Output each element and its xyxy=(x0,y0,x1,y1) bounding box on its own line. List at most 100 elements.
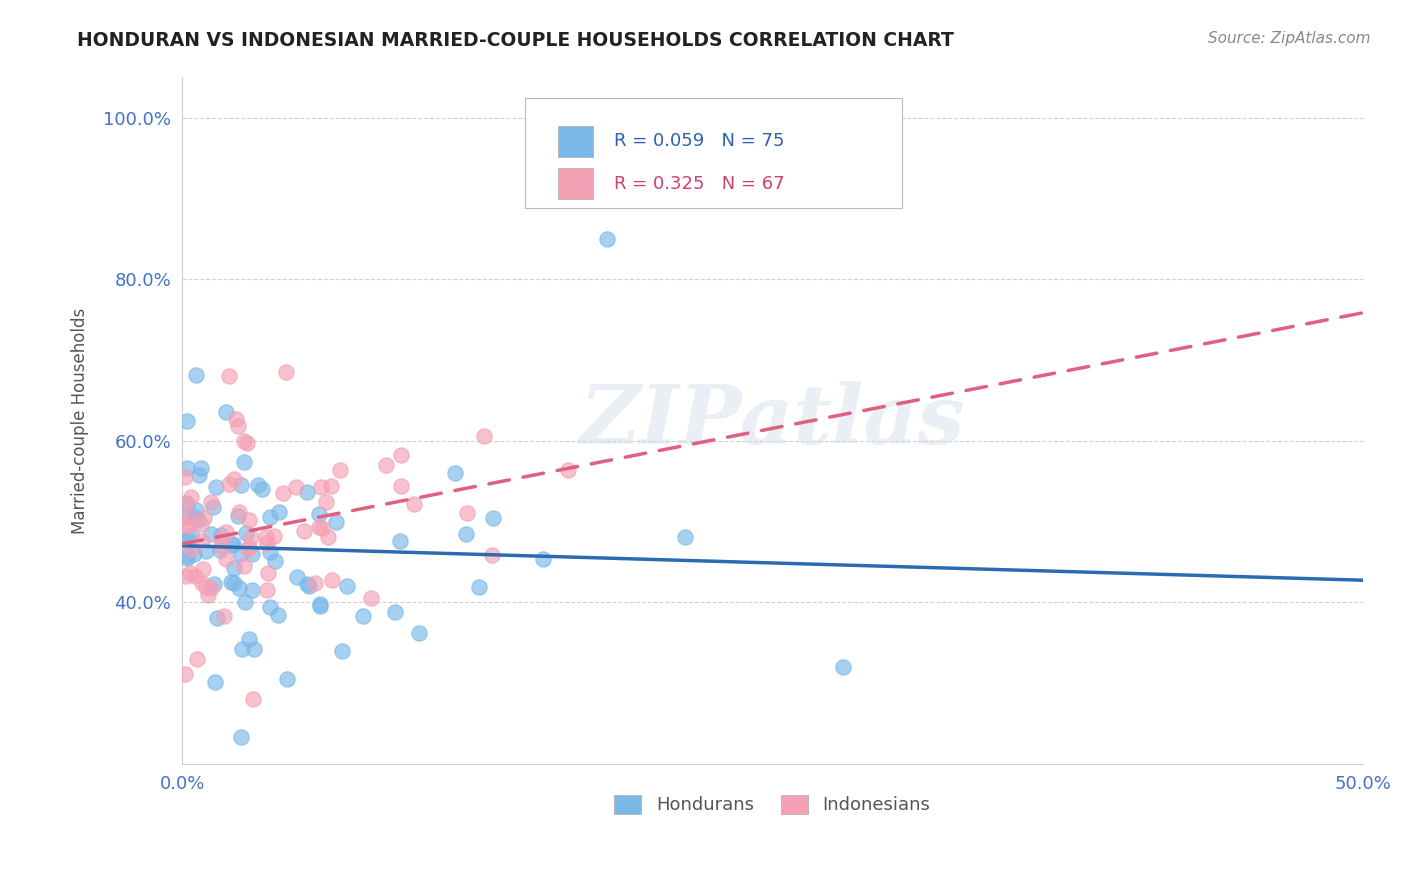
Point xyxy=(176,549,198,564)
Point xyxy=(309,597,332,611)
FancyBboxPatch shape xyxy=(558,169,593,199)
Point xyxy=(173,517,195,532)
Point xyxy=(263,529,285,543)
Point xyxy=(191,561,214,575)
Point xyxy=(360,591,382,606)
Point xyxy=(202,577,225,591)
Point xyxy=(384,605,406,619)
Point xyxy=(176,414,198,428)
Point xyxy=(240,582,263,597)
Point xyxy=(256,566,278,581)
Point xyxy=(208,543,231,558)
Point xyxy=(276,672,298,686)
FancyBboxPatch shape xyxy=(558,126,593,157)
Point xyxy=(329,463,352,477)
Point xyxy=(184,569,207,583)
Point xyxy=(309,480,332,494)
Point xyxy=(176,550,198,565)
Point xyxy=(224,575,246,590)
Point xyxy=(309,599,332,614)
Text: HONDURAN VS INDONESIAN MARRIED-COUPLE HOUSEHOLDS CORRELATION CHART: HONDURAN VS INDONESIAN MARRIED-COUPLE HO… xyxy=(77,31,955,50)
Point xyxy=(336,579,359,593)
Point xyxy=(531,551,554,566)
Point xyxy=(308,507,330,521)
Point xyxy=(267,608,290,623)
Point xyxy=(235,526,257,541)
Point xyxy=(212,609,235,624)
Point xyxy=(195,580,218,594)
Point xyxy=(456,506,478,520)
Point xyxy=(232,434,254,448)
Point xyxy=(218,477,240,491)
Point xyxy=(238,513,260,527)
Point xyxy=(238,632,260,647)
Point xyxy=(226,509,249,524)
Point xyxy=(200,494,222,508)
Point xyxy=(229,547,252,561)
Point xyxy=(179,541,201,556)
Point xyxy=(316,530,339,544)
Text: R = 0.325   N = 67: R = 0.325 N = 67 xyxy=(614,175,785,193)
Point xyxy=(177,510,200,524)
Point xyxy=(325,515,347,529)
Point xyxy=(557,463,579,477)
Point xyxy=(481,549,503,563)
Point xyxy=(276,365,298,379)
Point xyxy=(295,485,318,500)
Point xyxy=(256,582,278,597)
Point xyxy=(259,599,281,614)
Text: R = 0.059   N = 75: R = 0.059 N = 75 xyxy=(614,132,785,151)
Point xyxy=(468,580,491,594)
Point xyxy=(176,497,198,511)
Point xyxy=(315,495,337,509)
Point xyxy=(200,526,222,541)
Point xyxy=(259,545,281,559)
Point xyxy=(218,369,240,384)
Point xyxy=(215,525,238,540)
Point xyxy=(243,642,266,657)
Point xyxy=(229,478,252,492)
Point xyxy=(252,482,274,496)
Point xyxy=(228,505,250,519)
Point xyxy=(226,419,249,434)
Point xyxy=(173,667,195,681)
Text: Source: ZipAtlas.com: Source: ZipAtlas.com xyxy=(1208,31,1371,46)
Point xyxy=(176,509,198,524)
Point xyxy=(215,405,238,419)
Point xyxy=(191,576,214,591)
Point xyxy=(187,513,209,527)
Point xyxy=(183,510,205,524)
Point xyxy=(176,533,198,547)
Point xyxy=(174,569,197,583)
Point xyxy=(191,534,214,549)
Point xyxy=(238,540,260,554)
Point xyxy=(304,576,326,591)
Point xyxy=(233,595,256,609)
Point xyxy=(215,552,238,566)
Point xyxy=(184,503,207,517)
Point xyxy=(240,547,263,561)
Point xyxy=(256,536,278,550)
Point xyxy=(269,505,291,519)
Point xyxy=(295,576,318,591)
Point xyxy=(231,641,253,656)
Point xyxy=(284,480,307,494)
Point xyxy=(187,468,209,483)
Point xyxy=(190,517,212,532)
Point xyxy=(174,496,197,510)
Point xyxy=(673,530,696,544)
Point xyxy=(389,448,412,462)
Point xyxy=(832,660,855,674)
Point xyxy=(232,559,254,574)
Point xyxy=(389,479,412,493)
Point xyxy=(209,528,232,542)
Point xyxy=(472,428,495,442)
Point xyxy=(209,539,232,553)
Point xyxy=(454,527,477,541)
Point xyxy=(402,497,425,511)
Point xyxy=(292,524,315,538)
Point xyxy=(443,466,465,480)
Point xyxy=(221,538,243,552)
Point xyxy=(207,611,229,625)
Point xyxy=(205,480,228,494)
